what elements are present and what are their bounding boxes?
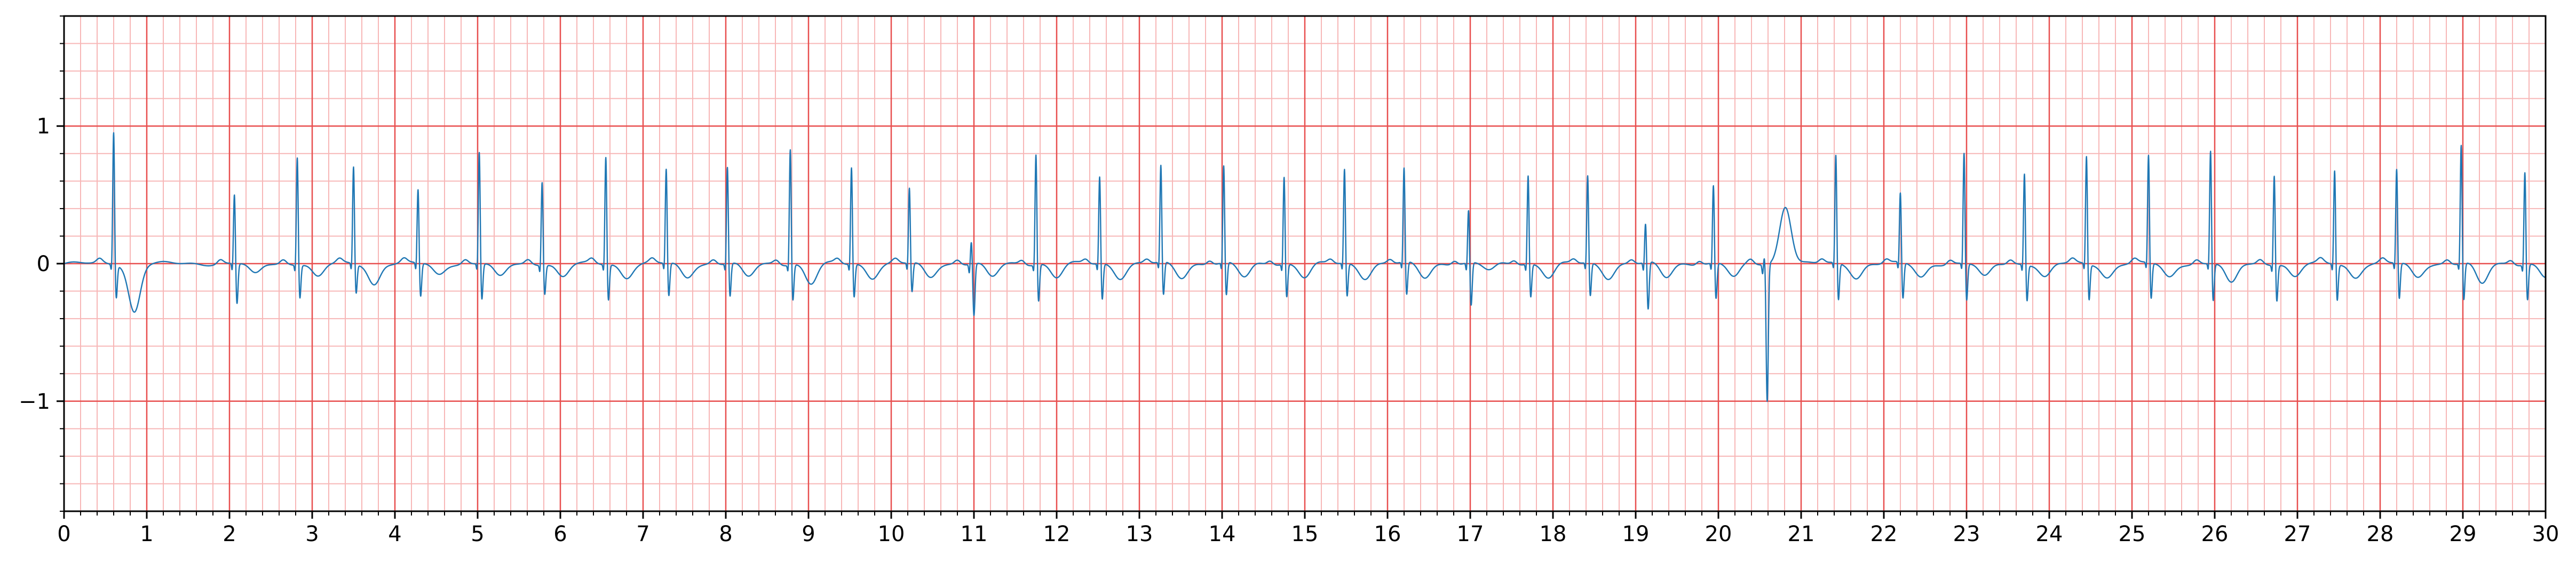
x-tick-label: 5 bbox=[471, 522, 484, 546]
x-tick-label: 17 bbox=[1457, 522, 1484, 546]
x-tick-label: 12 bbox=[1043, 522, 1071, 546]
series-layer bbox=[64, 132, 2546, 402]
ecg-trace-line bbox=[64, 132, 2546, 402]
x-tick-label: 0 bbox=[57, 522, 70, 546]
y-tick-label: 1 bbox=[37, 114, 50, 139]
x-tick-label: 29 bbox=[2450, 522, 2477, 546]
x-axis: 0 1 2 3 4 5 6 7 8 9 10 11 12 13 14 15 16 17 18 19 20 21 22 23 24… bbox=[57, 511, 2559, 546]
x-tick-label: 28 bbox=[2367, 522, 2394, 546]
y-axis: −1 0 1 bbox=[19, 15, 64, 512]
x-tick-label: 15 bbox=[1291, 522, 1319, 546]
x-tick-label: 1 bbox=[140, 522, 153, 546]
x-tick-label: 24 bbox=[2036, 522, 2063, 546]
x-tick-label: 21 bbox=[1788, 522, 1815, 546]
x-tick-label: 19 bbox=[1622, 522, 1650, 546]
x-tick-label: 18 bbox=[1540, 522, 1567, 546]
x-tick-label: 10 bbox=[878, 522, 905, 546]
y-tick-label: 0 bbox=[37, 252, 50, 276]
x-tick-label: 16 bbox=[1374, 522, 1401, 546]
x-tick-label: 13 bbox=[1126, 522, 1153, 546]
x-tick-label: 3 bbox=[305, 522, 319, 546]
x-tick-label: 25 bbox=[2119, 522, 2146, 546]
x-tick-label: 11 bbox=[961, 522, 988, 546]
x-tick-label: 4 bbox=[388, 522, 401, 546]
x-tick-label: 30 bbox=[2532, 522, 2559, 546]
y-tick-label: −1 bbox=[19, 390, 50, 414]
x-tick-label: 8 bbox=[719, 522, 732, 546]
x-tick-label: 2 bbox=[223, 522, 236, 546]
x-tick-label: 22 bbox=[1870, 522, 1898, 546]
x-tick-label: 6 bbox=[553, 522, 567, 546]
x-tick-label: 9 bbox=[802, 522, 815, 546]
x-tick-label: 27 bbox=[2284, 522, 2311, 546]
x-tick-label: 7 bbox=[636, 522, 649, 546]
plot-area bbox=[63, 15, 2547, 512]
x-tick-label: 20 bbox=[1705, 522, 1732, 546]
x-tick-label: 26 bbox=[2201, 522, 2229, 546]
x-tick-label: 14 bbox=[1209, 522, 1236, 546]
x-tick-label: 23 bbox=[1953, 522, 1980, 546]
